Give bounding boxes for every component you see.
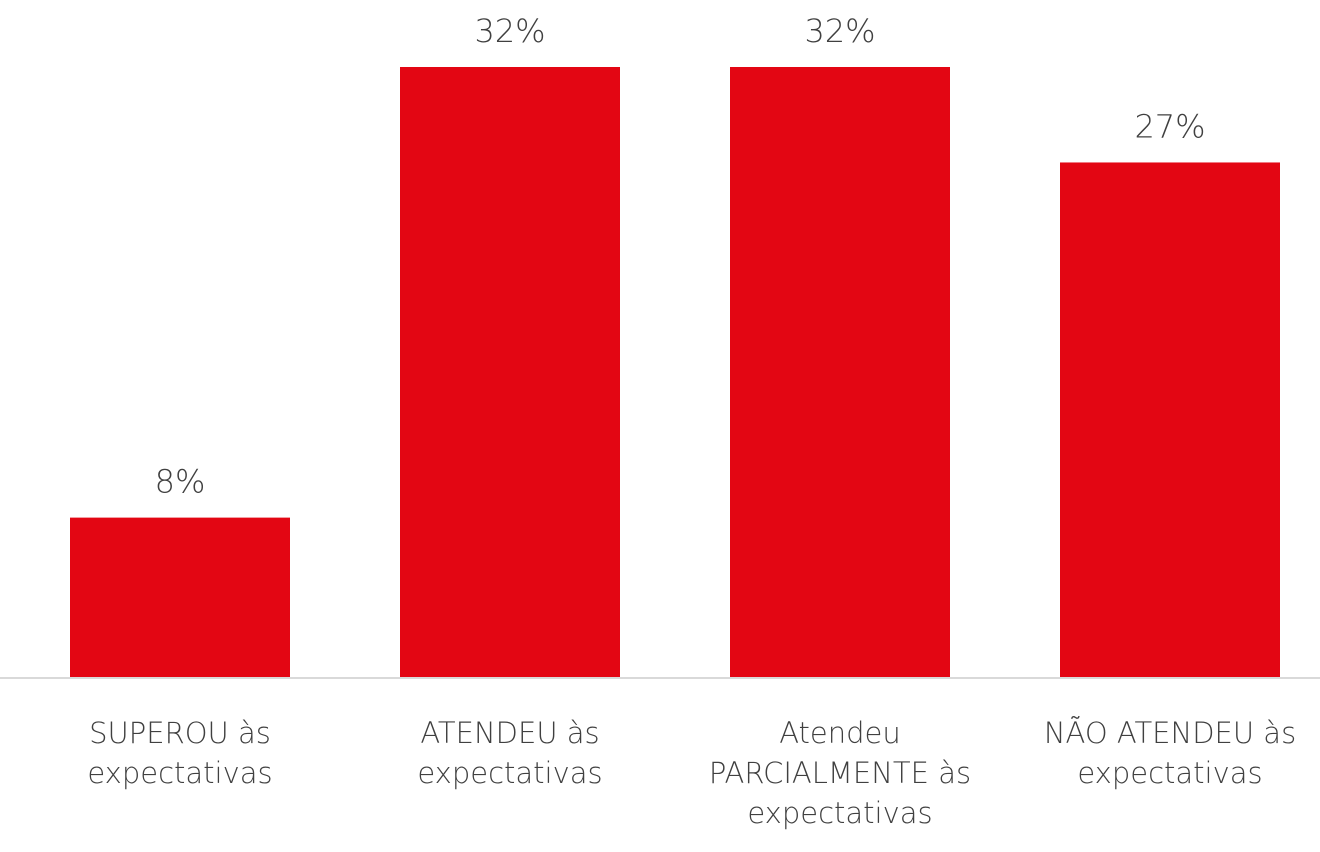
bar xyxy=(1060,162,1280,678)
x-tick-label: SUPEROU às expectativas xyxy=(87,716,273,790)
value-label: 27% xyxy=(1134,107,1205,145)
value-label: 32% xyxy=(804,12,875,50)
x-tick-label: Atendeu PARCIALMENTE às expectativas xyxy=(708,716,972,830)
value-label: 8% xyxy=(155,463,206,501)
x-tick-label: ATENDEU às expectativas xyxy=(417,716,603,790)
value-label: 32% xyxy=(474,12,545,50)
x-tick-label: NÃO ATENDEU às expectativas xyxy=(1043,716,1297,790)
bar xyxy=(730,67,950,678)
bar xyxy=(70,517,290,678)
bar xyxy=(400,67,620,678)
